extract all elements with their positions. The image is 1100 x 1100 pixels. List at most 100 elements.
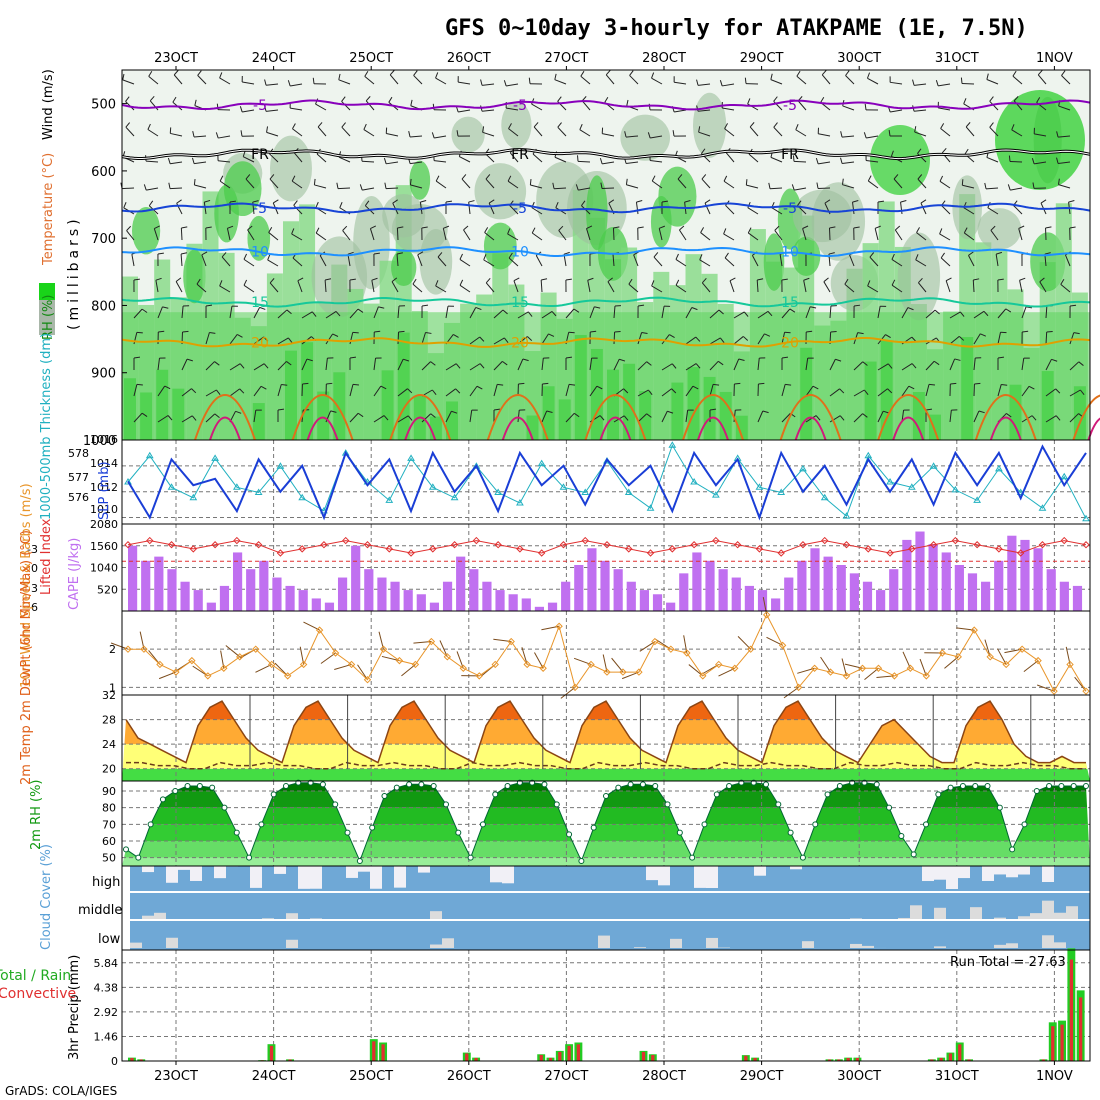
wind-barb-flag — [781, 278, 788, 281]
wind-barb-staff — [1069, 361, 1080, 371]
wind-barb-staff — [587, 280, 591, 293]
wind-barb-staff — [157, 385, 166, 397]
wind-barb-flag — [1007, 184, 1011, 191]
wind-barb-staff — [805, 385, 814, 397]
cape-bar — [521, 598, 531, 611]
wind-barb-staff — [301, 358, 308, 371]
wind-barb-flag — [623, 415, 629, 421]
wind-barb-staff — [700, 232, 711, 241]
wind-barb-flag — [229, 200, 237, 203]
wind-barb-flag — [391, 277, 398, 282]
wind-barb-staff — [218, 135, 231, 139]
wind-barb-staff — [1037, 74, 1047, 85]
rh-point — [652, 783, 659, 789]
li-point — [385, 545, 393, 553]
cape-bar — [915, 531, 925, 611]
wind10m-point — [1050, 687, 1058, 695]
wind-barb-staff — [901, 385, 910, 397]
wind-barb-staff — [986, 79, 999, 85]
wind-barb-flag — [580, 70, 585, 77]
wind-barb-staff — [918, 282, 927, 293]
wind-barb-staff — [613, 331, 616, 345]
wind-barb-flag — [443, 225, 450, 229]
thickness-point — [886, 478, 894, 485]
wind-barb-flag — [158, 330, 165, 333]
wind-barb-staff — [853, 389, 865, 397]
wind-barb-staff — [458, 81, 471, 85]
wind-barb-staff — [877, 306, 881, 319]
thickness-point — [690, 478, 698, 485]
temperature-panel-label: 2m Temp 2m DewPt (6hr Min/Max) (°C) — [19, 530, 34, 785]
wind-barb-flag — [983, 310, 989, 317]
high-cloud-gap — [958, 866, 970, 879]
wind10m-point — [906, 664, 915, 672]
warm-isotherm — [194, 394, 256, 441]
precip-convective-bar — [269, 1045, 274, 1061]
wind-barb-flag — [435, 72, 439, 79]
wind-barb-staff — [770, 156, 783, 163]
wind-barb-staff — [722, 83, 735, 87]
wind-barb-flag — [821, 70, 827, 76]
wind-barb-flag — [820, 97, 825, 103]
wind-barb-flag — [205, 304, 213, 307]
wind10m-barb — [611, 657, 624, 673]
wind-barb-flag — [573, 412, 580, 418]
wind-barb-staff — [266, 109, 279, 112]
wind-barb-flag — [745, 179, 748, 186]
thickness-point — [167, 483, 176, 490]
wind10m-point — [571, 683, 579, 692]
wind-barb-flag — [911, 336, 917, 342]
rh-point — [984, 783, 991, 789]
wind-barb-flag — [885, 334, 891, 339]
low-level-moist-band — [122, 312, 1090, 440]
wind-barb-staff — [781, 332, 786, 345]
li-point — [167, 541, 176, 549]
wind-barb-staff — [805, 358, 809, 371]
precip-tick-label: 0 — [111, 1055, 118, 1068]
rh-point — [996, 804, 1003, 811]
wind-barb-flag — [352, 383, 359, 386]
rh-point — [1058, 783, 1065, 789]
cape-bar — [836, 564, 846, 611]
wind10m-barb — [401, 664, 416, 677]
wind-barb-flag — [718, 360, 724, 366]
wind-barb-staff — [268, 153, 279, 163]
slp-tick-label: 1010 — [90, 503, 118, 516]
thickness-point — [624, 488, 633, 495]
wind-barb-flag — [590, 330, 597, 333]
rh-point — [553, 801, 560, 808]
wind-barb-flag — [563, 251, 570, 255]
wind-barb-staff — [698, 131, 711, 137]
rh-colorbar-grey — [39, 300, 55, 335]
wind-barb-staff — [369, 228, 375, 241]
wind-barb-staff — [125, 126, 135, 137]
wind-barb-staff — [205, 361, 215, 371]
wind-barb-staff — [794, 187, 807, 191]
wind-barb-flag — [420, 199, 427, 203]
wind10m-barb — [357, 664, 368, 681]
wind-barb-staff — [674, 109, 687, 113]
wind-barb-staff — [867, 285, 879, 293]
cape-bar — [416, 594, 426, 611]
wind-barb-staff — [315, 232, 327, 241]
wind-barb-flag — [647, 389, 653, 396]
wind-barb-staff — [412, 283, 423, 293]
high-cloud-gap — [982, 866, 994, 881]
thickness-point — [842, 512, 851, 519]
wind-barb-staff — [517, 410, 520, 423]
cape-bar — [272, 577, 282, 611]
wind-barb-staff — [397, 358, 404, 371]
thickness-point — [276, 462, 285, 469]
wind-barb-staff — [493, 384, 498, 397]
isotherm-label: -5 — [253, 98, 267, 114]
wind-barb-staff — [724, 128, 735, 137]
wind-barb-staff — [532, 153, 543, 163]
rh-point — [898, 833, 905, 839]
wind-barb-flag — [607, 277, 613, 283]
wind-barb-staff — [989, 126, 999, 137]
thickness-point — [799, 464, 807, 472]
wind-barb-flag — [243, 253, 248, 260]
wind-barb-flag — [430, 413, 436, 418]
wind-barb-flag — [667, 410, 674, 414]
